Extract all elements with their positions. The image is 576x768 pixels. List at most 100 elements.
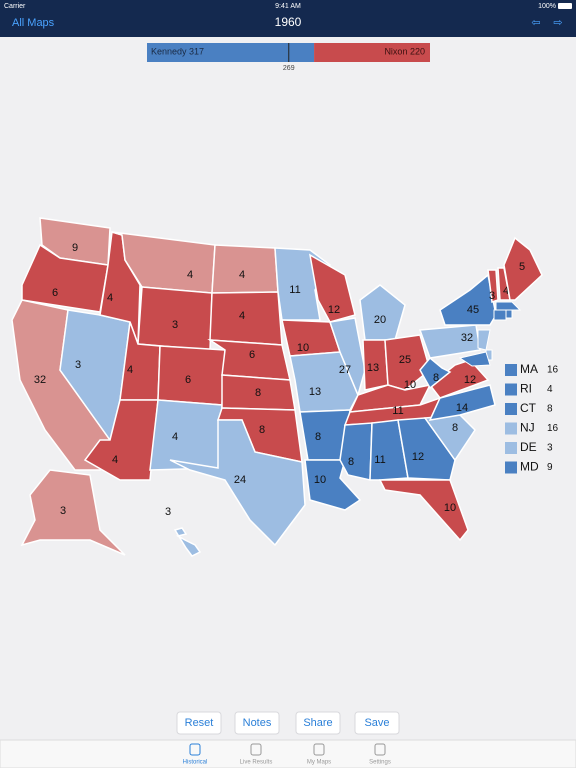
state[interactable] bbox=[418, 324, 481, 359]
legend-swatch bbox=[505, 461, 517, 474]
state-votes: 32 bbox=[461, 332, 473, 344]
back-button[interactable]: All Maps bbox=[12, 17, 55, 29]
state-votes: 25 bbox=[399, 354, 411, 366]
state-votes: 20 bbox=[374, 314, 386, 326]
small-state[interactable] bbox=[477, 329, 491, 351]
tab-icon[interactable] bbox=[250, 743, 262, 756]
candidate-name: Kennedy bbox=[151, 47, 187, 57]
state-votes: 3 bbox=[165, 506, 171, 518]
legend-abbr: DE bbox=[520, 440, 537, 454]
threshold-label: 269 bbox=[283, 65, 295, 72]
legend-abbr: MA bbox=[520, 362, 538, 376]
state-votes: 8 bbox=[259, 424, 265, 436]
state-votes: 24 bbox=[234, 474, 246, 486]
state[interactable] bbox=[157, 345, 226, 406]
nav-bar bbox=[0, 0, 576, 37]
tab-label[interactable]: Historical bbox=[183, 760, 208, 766]
legend-abbr: NJ bbox=[520, 421, 535, 435]
state-votes: 4 bbox=[127, 364, 133, 376]
state-votes: 12 bbox=[412, 451, 424, 463]
tab-icon[interactable] bbox=[374, 743, 386, 756]
button-label[interactable]: Notes bbox=[243, 717, 272, 729]
legend-votes: 8 bbox=[547, 404, 553, 415]
state-votes: 13 bbox=[367, 362, 379, 374]
state-votes: 8 bbox=[315, 431, 321, 443]
button-bg[interactable] bbox=[176, 711, 222, 735]
legend-votes: 16 bbox=[547, 423, 559, 434]
state-votes: 8 bbox=[348, 456, 354, 468]
state[interactable] bbox=[359, 284, 406, 341]
state[interactable] bbox=[209, 291, 283, 346]
state[interactable] bbox=[329, 317, 366, 398]
legend-abbr: CT bbox=[520, 401, 537, 415]
state[interactable] bbox=[149, 399, 223, 471]
tab-icon[interactable] bbox=[313, 743, 325, 756]
state-votes: 4 bbox=[107, 292, 113, 304]
state-votes: 12 bbox=[328, 304, 340, 316]
state-votes: 10 bbox=[404, 379, 416, 391]
state[interactable] bbox=[20, 469, 126, 556]
state-votes: 9 bbox=[72, 242, 78, 254]
state[interactable] bbox=[369, 419, 409, 481]
small-state[interactable] bbox=[458, 351, 491, 367]
state[interactable] bbox=[339, 422, 373, 481]
state-votes: 32 bbox=[34, 374, 46, 386]
carrier: Carrier bbox=[4, 3, 26, 10]
state[interactable] bbox=[169, 419, 306, 547]
legend-swatch bbox=[505, 442, 517, 454]
legend-swatch bbox=[505, 364, 517, 376]
state-votes: 10 bbox=[297, 342, 309, 354]
state-votes: 10 bbox=[444, 502, 456, 514]
state[interactable] bbox=[378, 479, 469, 542]
legend-swatch bbox=[505, 403, 517, 415]
state[interactable] bbox=[173, 527, 202, 557]
state-votes: 11 bbox=[392, 405, 403, 417]
state-votes: 4 bbox=[112, 454, 118, 466]
button-bg[interactable] bbox=[234, 711, 280, 735]
next-arrow[interactable]: ⇨ bbox=[553, 17, 562, 29]
tabs: Historical Live Results My Maps Settings bbox=[183, 743, 391, 766]
legend-swatch bbox=[505, 422, 517, 435]
state[interactable] bbox=[397, 417, 456, 481]
legend-swatch bbox=[505, 383, 517, 396]
state-votes: 11 bbox=[374, 454, 385, 466]
state[interactable] bbox=[384, 334, 431, 391]
tab-label[interactable]: Settings bbox=[369, 760, 391, 766]
state-votes: 6 bbox=[249, 349, 255, 361]
legend-abbr: MD bbox=[520, 460, 539, 474]
small-state[interactable] bbox=[495, 301, 522, 311]
state[interactable] bbox=[503, 236, 543, 301]
button-label[interactable]: Save bbox=[364, 717, 389, 729]
small-state[interactable] bbox=[493, 309, 507, 321]
state[interactable] bbox=[428, 359, 490, 399]
state[interactable] bbox=[439, 273, 497, 326]
legend-votes: 9 bbox=[547, 462, 553, 473]
map: 9632344344644468824111013810122720132510… bbox=[11, 217, 543, 557]
kennedy-bar bbox=[147, 43, 315, 62]
nixon-label: Nixon 220 bbox=[384, 47, 425, 57]
tab-label[interactable]: Live Results bbox=[240, 760, 273, 766]
state-votes: 4 bbox=[239, 269, 245, 281]
candidate-name: Nixon bbox=[384, 47, 407, 57]
nixon-bar bbox=[314, 43, 430, 62]
state-votes: 5 bbox=[519, 261, 525, 273]
kennedy-label: Kennedy 317 bbox=[151, 47, 204, 57]
state[interactable] bbox=[487, 269, 499, 304]
button-label[interactable]: Share bbox=[303, 717, 332, 729]
prev-arrow[interactable]: ⇦ bbox=[531, 17, 540, 29]
tab-bar bbox=[0, 739, 576, 768]
state-votes: 6 bbox=[52, 287, 58, 299]
state[interactable] bbox=[308, 253, 356, 323]
state-votes: 6 bbox=[185, 374, 191, 386]
tab-label[interactable]: My Maps bbox=[307, 760, 331, 766]
toolbar: Reset Notes Share Save bbox=[176, 711, 400, 735]
button-label[interactable]: Reset bbox=[185, 717, 214, 729]
button-bg[interactable] bbox=[295, 711, 341, 735]
button-bg[interactable] bbox=[354, 711, 400, 735]
small-state[interactable] bbox=[505, 309, 513, 319]
state[interactable] bbox=[428, 384, 496, 421]
tab-icon[interactable] bbox=[189, 743, 201, 756]
state-votes: 12 bbox=[464, 374, 476, 386]
state[interactable] bbox=[419, 356, 452, 390]
